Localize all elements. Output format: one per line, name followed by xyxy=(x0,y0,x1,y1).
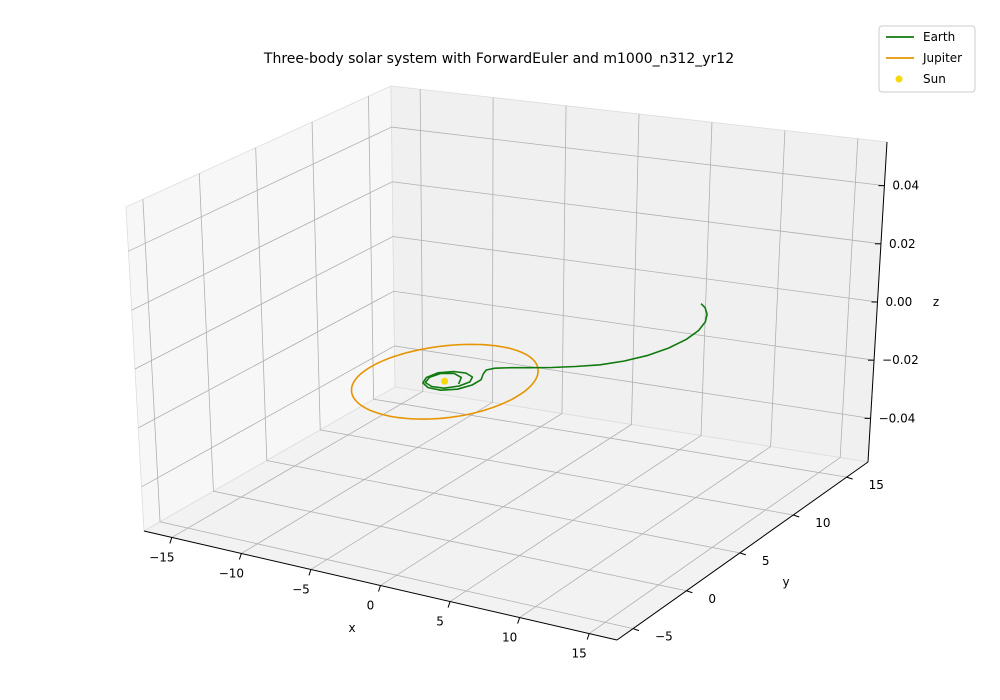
axes: −15 −10 −5 0 5 10 15 −5 0 5 10 15 −0.04 −0.02 0.00 0.02… xyxy=(143,141,919,661)
y-tick-label: 5 xyxy=(762,554,770,568)
x-tick-mark xyxy=(517,617,521,624)
x-tick-label: 5 xyxy=(436,615,444,629)
z-tick-label: 0.00 xyxy=(886,295,913,309)
y-tick-label: 0 xyxy=(708,592,716,606)
legend-box xyxy=(878,25,976,93)
x-tick-label: −15 xyxy=(149,550,174,564)
x-tick-label: 15 xyxy=(572,647,587,661)
z-tick-label: −0.04 xyxy=(879,411,916,425)
y-axis-line xyxy=(616,461,869,641)
x-gridline xyxy=(380,113,640,586)
series-jupiter-line xyxy=(350,343,539,420)
series-earth-line xyxy=(421,303,708,392)
z-gridline xyxy=(141,345,871,488)
y-tick-mark xyxy=(632,628,640,632)
y-tick-label: −5 xyxy=(655,630,673,644)
y-axis-label: y xyxy=(782,575,789,589)
x-gridline xyxy=(310,105,567,570)
x-tick-label: −5 xyxy=(292,582,310,596)
x-gridline xyxy=(171,89,424,538)
x-tick-label: 0 xyxy=(367,599,375,613)
x-tick-mark xyxy=(586,633,590,640)
y-tick-label: 10 xyxy=(815,516,830,530)
y-tick-label: 15 xyxy=(869,478,884,492)
x-gridline xyxy=(449,122,713,602)
y-gridline xyxy=(311,122,794,516)
legend: Earth Jupiter Sun xyxy=(878,25,976,93)
z-tick-label: 0.04 xyxy=(892,179,919,193)
x-gridline xyxy=(519,130,786,618)
x-tick-mark xyxy=(238,553,242,560)
z-gridline xyxy=(131,181,882,311)
z-gridline xyxy=(138,290,875,429)
z-tick-label: −0.02 xyxy=(882,353,919,367)
chart-title: Three-body solar system with ForwardEule… xyxy=(263,51,734,67)
legend-label-jupiter: Jupiter xyxy=(922,51,962,65)
legend-label-earth: Earth xyxy=(923,30,955,44)
x-tick-label: −10 xyxy=(219,566,244,580)
y-gridline xyxy=(255,147,740,554)
y-tick-mark xyxy=(793,514,800,518)
y-tick-mark xyxy=(739,552,746,556)
x-tick-mark xyxy=(378,585,381,592)
z-gridline xyxy=(134,236,878,370)
z-axis-label: z xyxy=(933,295,939,309)
y-gridline xyxy=(142,199,634,630)
z-tick-label: 0.02 xyxy=(889,237,916,251)
y-gridline xyxy=(368,96,847,478)
grid-lines xyxy=(128,89,885,634)
x-tick-label: 10 xyxy=(502,631,517,645)
x-gridline xyxy=(588,138,859,634)
legend-swatch-sun xyxy=(895,75,903,83)
y-tick-mark xyxy=(846,476,853,480)
x-gridline xyxy=(241,97,494,554)
x-tick-mark xyxy=(447,601,451,608)
y-tick-mark xyxy=(686,590,693,594)
z-gridline xyxy=(128,126,885,252)
data-series xyxy=(350,303,708,420)
legend-label-sun: Sun xyxy=(923,72,946,86)
series-sun-point xyxy=(441,377,449,385)
x-axis-label: x xyxy=(348,621,355,635)
y-gridline xyxy=(198,173,687,592)
x-tick-mark xyxy=(169,537,173,544)
x-tick-mark xyxy=(308,569,312,576)
